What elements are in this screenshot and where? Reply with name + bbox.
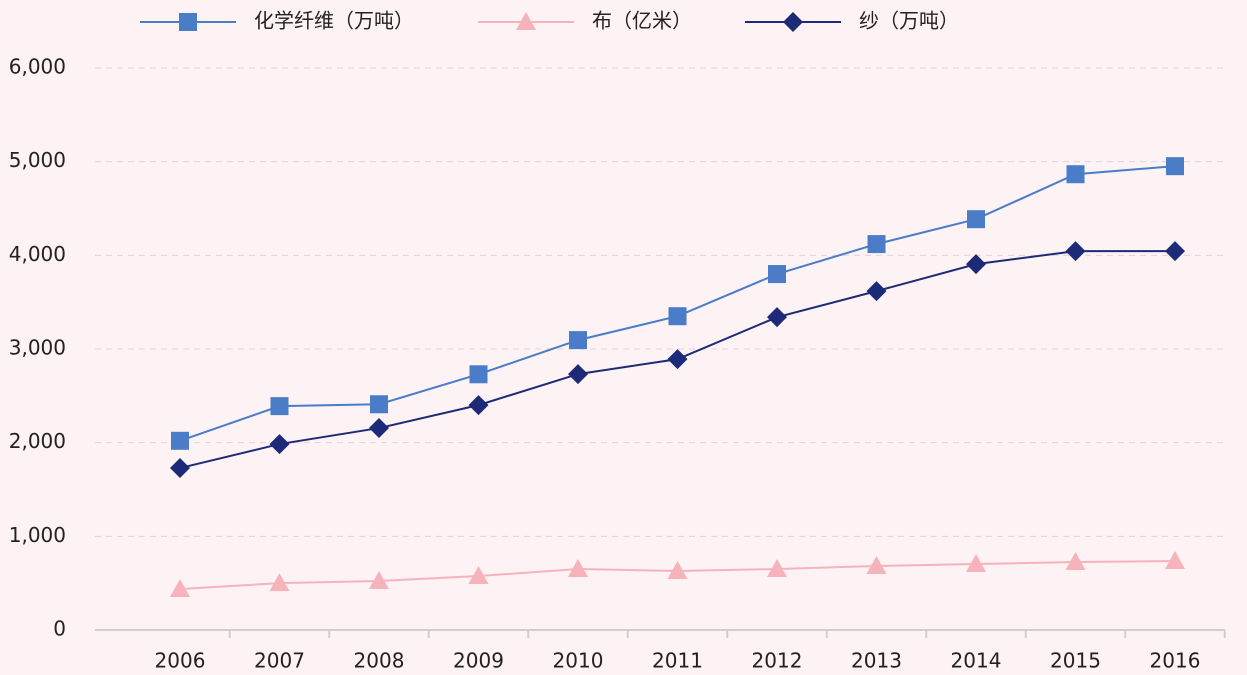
y-tick-label: 2,000 (9, 429, 66, 453)
x-tick-label: 2014 (951, 649, 1002, 673)
data-point (867, 235, 886, 254)
legend-label: 布（亿米） (592, 9, 692, 33)
y-tick-label: 6,000 (9, 55, 66, 79)
data-point (866, 556, 887, 575)
data-point (568, 559, 588, 578)
data-point (468, 566, 489, 585)
data-point (667, 349, 688, 370)
data-point (668, 307, 687, 326)
legend-label: 化学纤维（万吨） (254, 9, 414, 33)
legend-marker (783, 12, 803, 32)
data-point (1065, 241, 1086, 262)
x-tick-label: 2010 (553, 649, 604, 673)
legend-marker (516, 12, 536, 30)
data-point (369, 571, 389, 590)
data-point (767, 307, 787, 328)
data-point (468, 395, 489, 416)
data-point (966, 254, 986, 275)
data-point (171, 431, 189, 450)
data-point (269, 573, 290, 592)
data-point (269, 434, 290, 455)
x-tick-label: 2006 (155, 649, 206, 673)
data-point (369, 418, 389, 439)
data-point (370, 395, 388, 414)
x-tick-label: 2013 (851, 649, 902, 673)
data-point (469, 365, 488, 384)
data-point (569, 331, 587, 350)
data-point (667, 560, 688, 579)
y-tick-label: 3,000 (9, 336, 66, 360)
x-tick-label: 2011 (652, 649, 703, 673)
x-tick-label: 2012 (752, 649, 803, 673)
y-tick-label: 1,000 (9, 523, 66, 547)
x-tick-label: 2007 (254, 649, 305, 673)
data-point (1065, 551, 1086, 570)
legend-marker (179, 13, 197, 31)
x-tick-label: 2015 (1050, 649, 1101, 673)
data-point (1165, 551, 1185, 570)
data-point (1165, 241, 1185, 262)
data-point (768, 265, 786, 284)
series-line (179, 165, 1176, 442)
y-tick-label: 4,000 (9, 242, 66, 266)
legend-label: 纱（万吨） (859, 9, 959, 33)
data-point (170, 458, 190, 479)
x-tick-label: 2016 (1150, 649, 1201, 673)
data-point (866, 281, 887, 302)
data-point (1066, 165, 1085, 184)
data-point (1166, 157, 1184, 176)
data-point (170, 578, 190, 597)
data-point (767, 559, 787, 578)
y-tick-label: 5,000 (9, 148, 66, 172)
x-tick-label: 2009 (453, 649, 504, 673)
data-point (967, 210, 985, 229)
x-tick-label: 2008 (354, 649, 405, 673)
data-point (568, 364, 588, 385)
data-point (966, 554, 986, 573)
data-point (270, 397, 289, 416)
y-tick-label: 0 (53, 617, 66, 641)
